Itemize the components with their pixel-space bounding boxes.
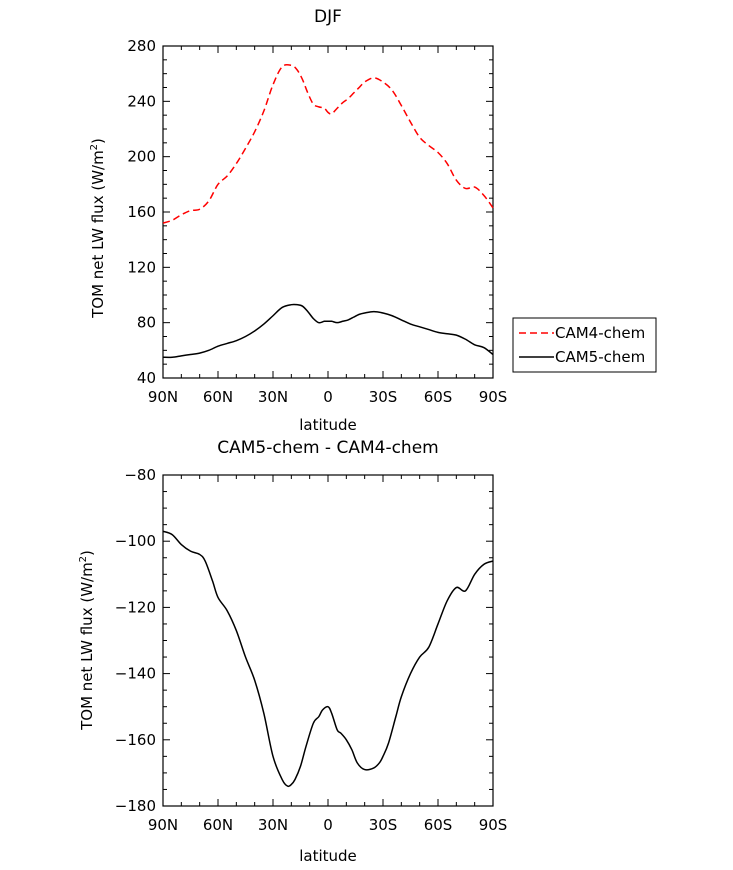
bottom-y-tick-label: −80 bbox=[124, 466, 156, 484]
bottom-x-tick-label: 30N bbox=[258, 816, 288, 834]
bottom-y-axis-title: TOM net LW flux (W/m2) bbox=[78, 550, 96, 731]
top-plot-area: 90N 60N 30N 0 30S 60S 90S 40 80 120 160 200 240 280 bbox=[127, 37, 507, 406]
bottom-y-tick-label: −120 bbox=[115, 598, 156, 616]
bottom-y-tick-label: −140 bbox=[115, 665, 156, 683]
top-y-tick-label: 120 bbox=[127, 258, 156, 276]
bottom-x-tick-label: 60N bbox=[203, 816, 233, 834]
bottom-x-tick-label: 90S bbox=[479, 816, 508, 834]
top-y-tick-label: 240 bbox=[127, 92, 156, 110]
legend: CAM4-chem CAM5-chem bbox=[512, 317, 657, 373]
legend-label-cam5: CAM5-chem bbox=[555, 348, 645, 366]
top-x-tick-label: 90N bbox=[148, 388, 178, 406]
bottom-x-tick-label: 90N bbox=[148, 816, 178, 834]
bottom-series-line-difference bbox=[162, 530, 494, 788]
top-x-tick-label: 90S bbox=[479, 388, 508, 406]
top-x-tick-label: 60S bbox=[424, 388, 453, 406]
bottom-y-tick-label: −100 bbox=[115, 532, 156, 550]
top-x-axis-title: latitude bbox=[299, 416, 357, 434]
top-plot-frame bbox=[162, 45, 494, 379]
bottom-x-axis-title: latitude bbox=[299, 847, 357, 865]
top-y-tick-label: 280 bbox=[127, 37, 156, 55]
top-y-tick-label: 160 bbox=[127, 203, 156, 221]
bottom-plot-frame bbox=[162, 474, 494, 807]
top-y-tick-label: 40 bbox=[137, 369, 156, 387]
bottom-x-tick-label: 60S bbox=[424, 816, 453, 834]
top-series-line-cam5-chem bbox=[162, 303, 494, 359]
top-x-tick-label: 30N bbox=[258, 388, 288, 406]
bottom-plot-area: 90N 60N 30N 0 30S 60S 90S −180 −160 −140 −120 −100 −… bbox=[115, 466, 508, 834]
top-x-tick-label: 60N bbox=[203, 388, 233, 406]
bottom-chart-title: CAM5-chem - CAM4-chem bbox=[217, 438, 438, 458]
top-x-tick-label: 30S bbox=[369, 388, 398, 406]
top-y-axis-title: TOM net LW flux (W/m2) bbox=[89, 138, 107, 319]
top-y-tick-label: 200 bbox=[127, 148, 156, 166]
bottom-y-tick-label: −160 bbox=[115, 731, 156, 749]
bottom-y-tick-label: −180 bbox=[115, 797, 156, 815]
top-chart-title: DJF bbox=[314, 7, 342, 27]
bottom-x-tick-label: 30S bbox=[369, 816, 398, 834]
top-x-tick-label: 0 bbox=[323, 388, 333, 406]
legend-label-cam4: CAM4-chem bbox=[555, 324, 645, 342]
legend-box bbox=[512, 317, 657, 373]
top-y-tick-label: 80 bbox=[137, 314, 156, 332]
bottom-x-tick-label: 0 bbox=[323, 816, 333, 834]
top-series-line-cam4-chem bbox=[162, 63, 494, 224]
